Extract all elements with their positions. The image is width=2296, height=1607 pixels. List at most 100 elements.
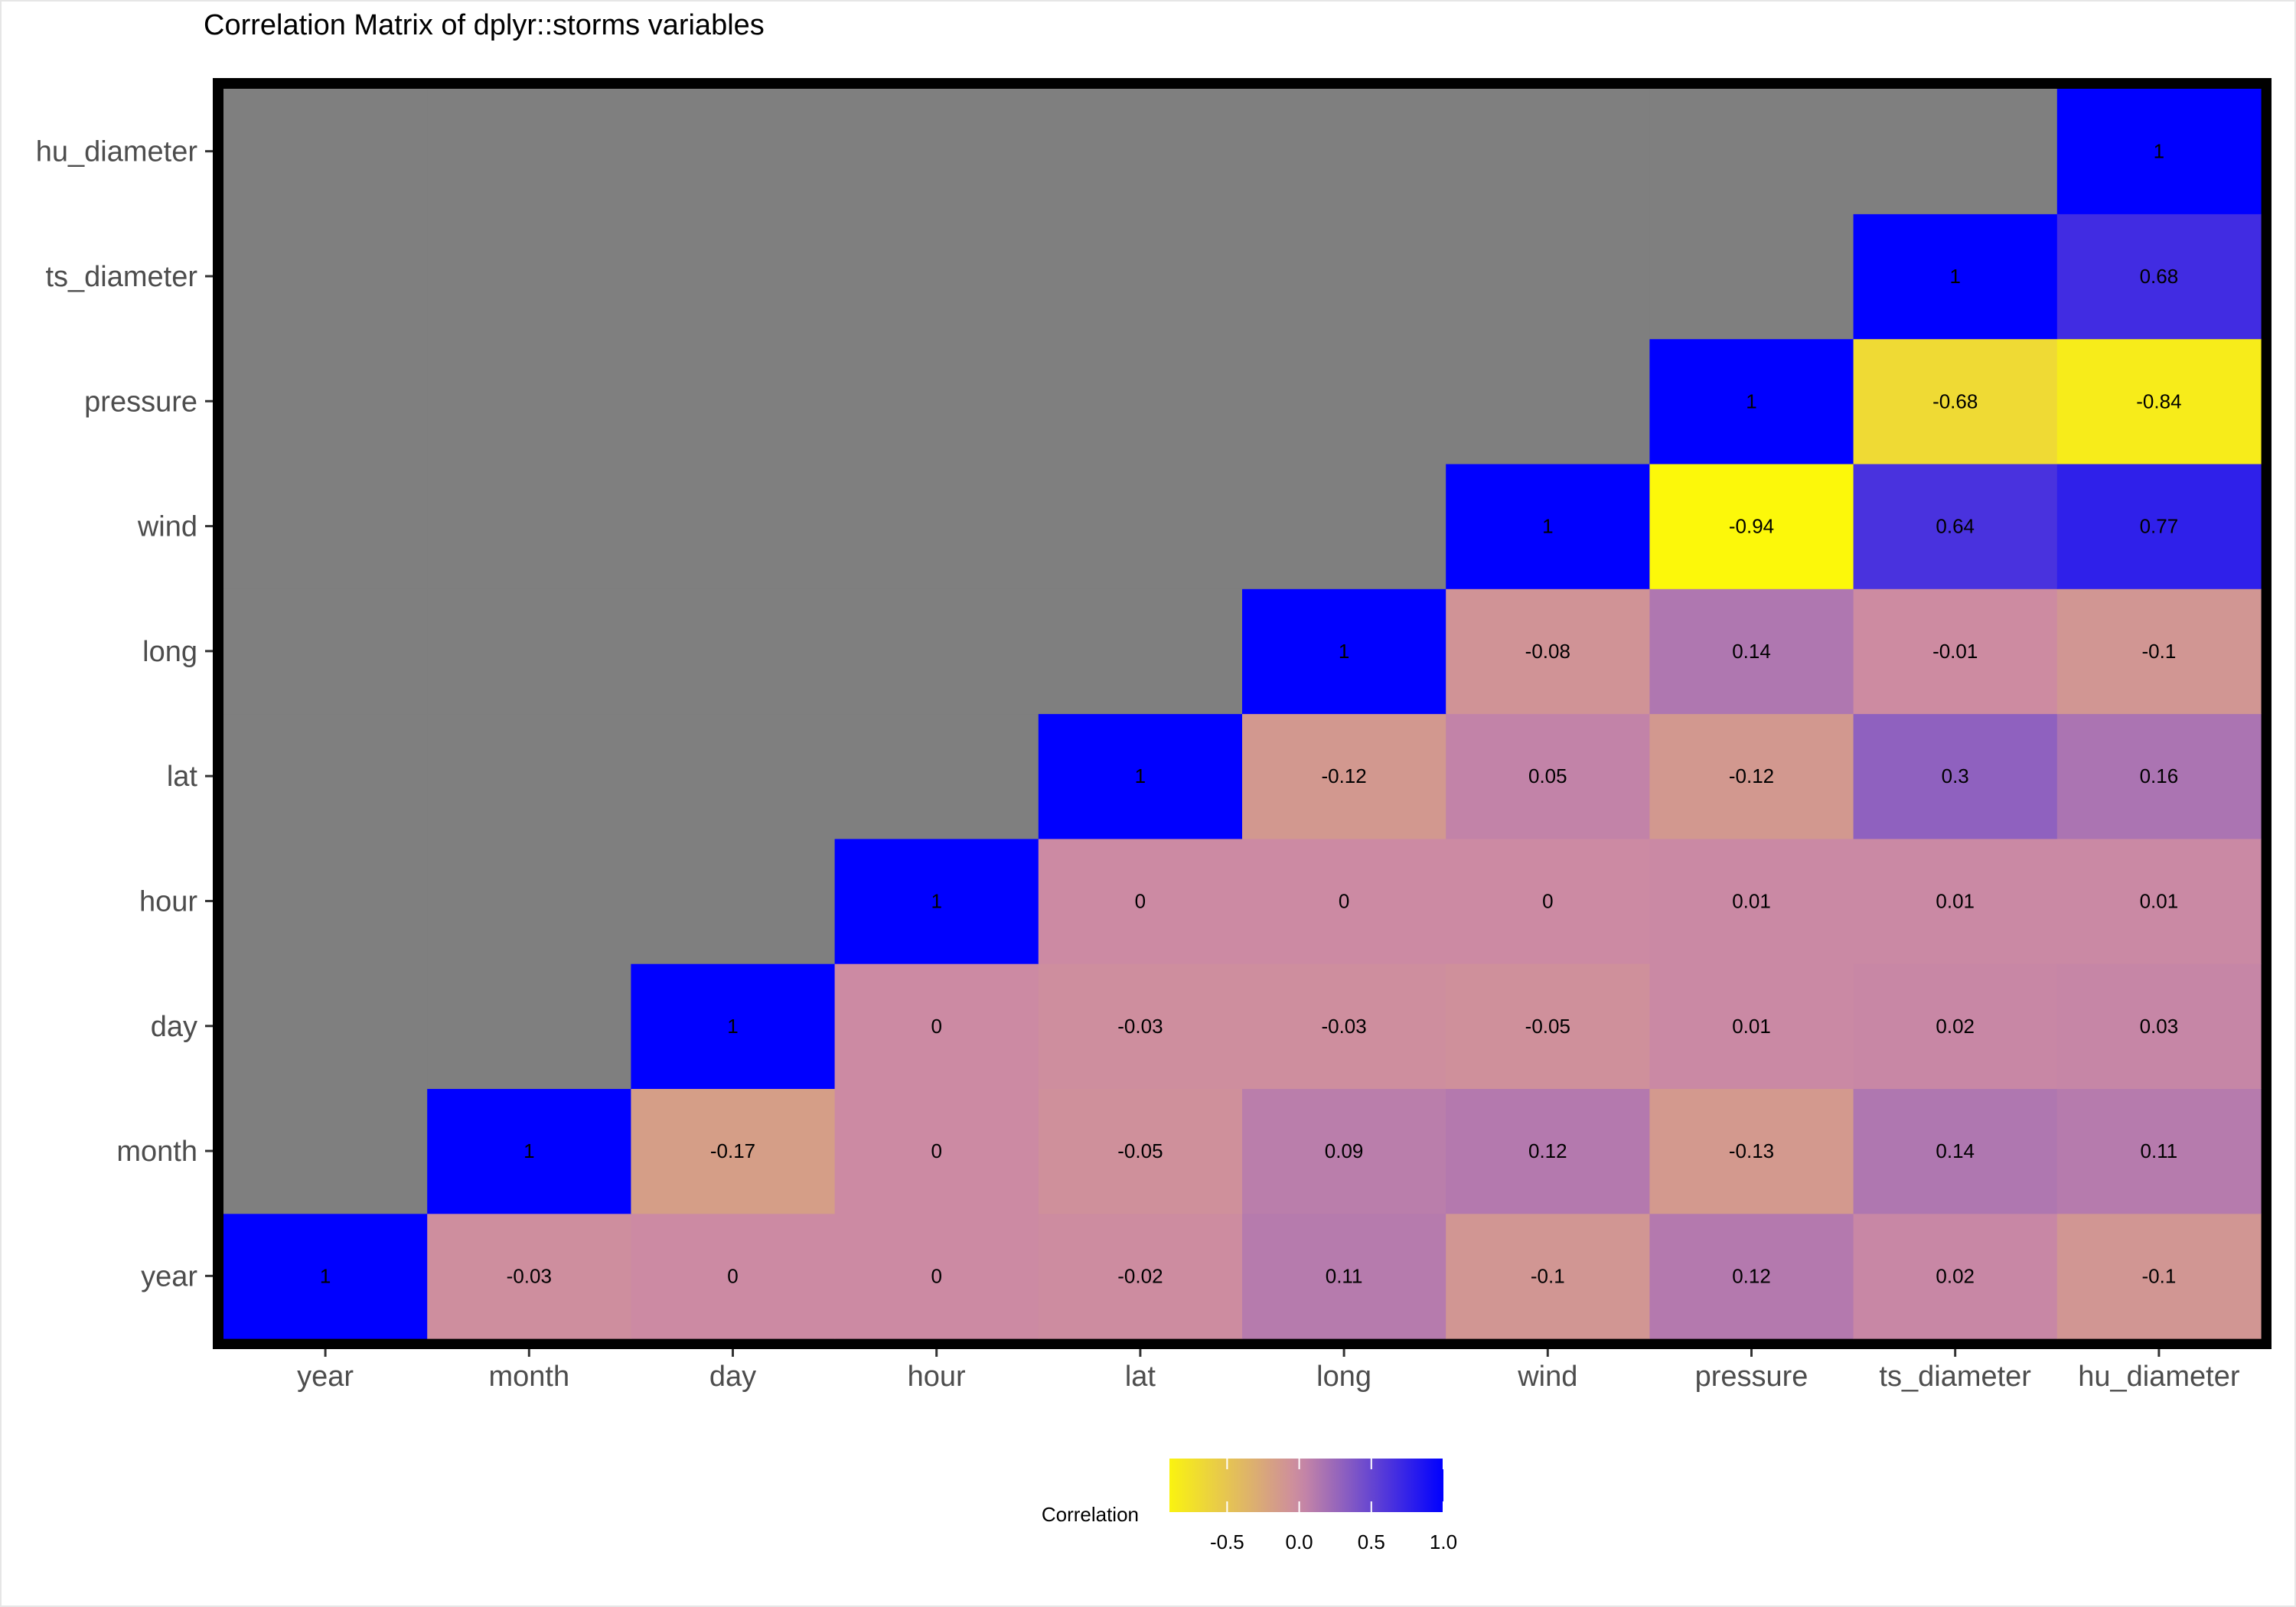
- cell-value-label: 0: [1339, 889, 1349, 912]
- heatmap-cell: [1853, 1213, 2058, 1339]
- heatmap-cell: [631, 463, 836, 589]
- x-tick-label: year: [297, 1361, 354, 1393]
- cell-value-label: 0: [931, 1139, 941, 1162]
- heatmap-cell: [427, 463, 631, 589]
- heatmap-cell: [1853, 963, 2058, 1089]
- heatmap-cell: [834, 588, 1039, 715]
- y-tick-label: hu_diameter: [36, 136, 198, 168]
- cell-value-label: -0.05: [1525, 1015, 1570, 1038]
- y-tick-label: ts_diameter: [45, 261, 197, 293]
- heatmap-cell: [1242, 338, 1446, 464]
- cell-value-label: 0.12: [1732, 1264, 1771, 1287]
- heatmap-cell: [1446, 963, 1650, 1089]
- heatmap-cell: [1649, 1213, 1854, 1339]
- cell-value-label: -0.94: [1729, 515, 1774, 538]
- cell-value-label: 0.02: [1936, 1264, 1975, 1287]
- cell-value-label: -0.01: [1932, 640, 1978, 663]
- cell-value-label: 0.68: [2140, 265, 2179, 288]
- cell-value-label: 1: [523, 1139, 534, 1162]
- heatmap-cell: [1038, 838, 1243, 964]
- y-tick-label: wind: [137, 511, 197, 543]
- heatmap-cell: [1649, 463, 1854, 589]
- heatmap-cell: [2056, 963, 2262, 1089]
- heatmap-cell: [834, 1213, 1039, 1339]
- cell-value-label: 1: [2154, 140, 2164, 163]
- heatmap-cell: [427, 89, 631, 214]
- heatmap-cell: [427, 338, 631, 464]
- legend-tick-label: 0.0: [1286, 1530, 1313, 1553]
- x-tick-label: ts_diameter: [1879, 1361, 2031, 1393]
- heatmap-cell: [1242, 713, 1446, 839]
- heatmap-cell: [2056, 463, 2262, 589]
- heatmap-cell: [1446, 214, 1650, 340]
- heatmap-cell: [2056, 338, 2262, 464]
- heatmap-cell: [1242, 588, 1446, 715]
- x-tick-label: month: [488, 1361, 569, 1393]
- heatmap-cell: [1242, 1088, 1446, 1214]
- cell-value-label: 1: [1949, 265, 1960, 288]
- heatmap-cell: [1649, 713, 1854, 839]
- cell-value-label: 0: [1135, 889, 1146, 912]
- heatmap-cell: [1242, 89, 1446, 214]
- cell-value-label: 1: [1542, 515, 1553, 538]
- heatmap-cell: [834, 463, 1039, 589]
- heatmap-cell: [2056, 1088, 2262, 1214]
- cell-value-label: -0.02: [1117, 1264, 1163, 1287]
- heatmap-cell: [1853, 463, 2058, 589]
- x-tick-label: day: [709, 1361, 756, 1393]
- cell-value-label: 0.01: [1936, 889, 1975, 912]
- heatmap-cell: [1038, 1088, 1243, 1214]
- heatmap-cell: [834, 1088, 1039, 1214]
- heatmap-cell: [1446, 338, 1650, 464]
- cell-value-label: 1: [727, 1015, 738, 1038]
- heatmap-cell: [1038, 588, 1243, 715]
- heatmap-cell: [223, 1213, 428, 1339]
- y-tick-label: day: [151, 1011, 197, 1043]
- cell-value-label: -0.05: [1117, 1139, 1163, 1162]
- cell-value-label: 0.14: [1936, 1139, 1975, 1162]
- cell-value-label: 0.11: [2141, 1139, 2178, 1162]
- cell-value-label: -0.03: [1117, 1015, 1163, 1038]
- cell-value-label: -0.12: [1729, 764, 1774, 787]
- x-tick-label: pressure: [1695, 1361, 1808, 1393]
- heatmap-cell: [2056, 588, 2262, 715]
- heatmap-cell: [1038, 338, 1243, 464]
- heatmap-cell: [1038, 214, 1243, 340]
- heatmap-cell: [1446, 1088, 1650, 1214]
- cell-value-label: 0: [1542, 889, 1553, 912]
- heatmap-cell: [834, 214, 1039, 340]
- heatmap-cell: [1649, 214, 1854, 340]
- x-tick-label: hour: [908, 1361, 966, 1393]
- heatmap-cell: [223, 963, 428, 1089]
- heatmap-cell: [1853, 1088, 2058, 1214]
- heatmap-cell: [427, 1088, 631, 1214]
- chart-title: Correlation Matrix of dplyr::storms vari…: [204, 9, 765, 41]
- cell-value-label: 0.03: [2140, 1015, 2179, 1038]
- cell-value-label: 1: [931, 889, 941, 912]
- y-tick-label: long: [142, 636, 197, 668]
- cell-value-label: 0.12: [1528, 1139, 1567, 1162]
- cell-value-label: -0.84: [2136, 390, 2181, 412]
- heatmap-cell: [2056, 214, 2262, 340]
- cell-value-label: 1: [320, 1264, 331, 1287]
- heatmap-cell: [427, 588, 631, 715]
- heatmap-cell: [427, 838, 631, 964]
- cell-value-label: -0.17: [710, 1139, 755, 1162]
- cell-value-label: -0.03: [1321, 1015, 1366, 1038]
- heatmap-cell: [2056, 89, 2262, 214]
- heatmap-cell: [1853, 89, 2058, 214]
- legend-tick-label: 0.5: [1358, 1530, 1385, 1553]
- heatmap-cell: [1446, 713, 1650, 839]
- heatmap-cell: [1649, 963, 1854, 1089]
- heatmap-cell: [223, 89, 428, 214]
- heatmap-cell: [1853, 338, 2058, 464]
- cell-value-label: 1: [1135, 764, 1146, 787]
- cell-value-label: 0.02: [1936, 1015, 1975, 1038]
- heatmap-cell: [1038, 713, 1243, 839]
- heatmap-cell: [1446, 89, 1650, 214]
- heatmap-cell: [1038, 89, 1243, 214]
- heatmap-cell: [1649, 838, 1854, 964]
- y-tick-label: pressure: [84, 386, 197, 418]
- cell-value-label: -0.1: [2141, 1264, 2176, 1287]
